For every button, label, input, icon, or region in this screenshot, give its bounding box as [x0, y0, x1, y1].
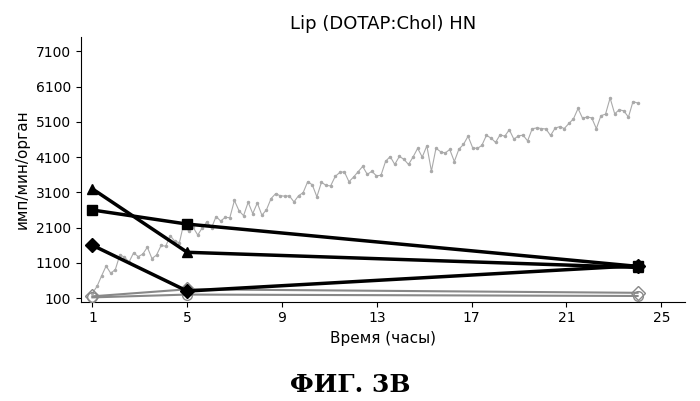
X-axis label: Время (часы): Время (часы)	[330, 331, 436, 346]
Text: ФИГ. 3В: ФИГ. 3В	[290, 373, 410, 397]
Y-axis label: имп/мин/орган: имп/мин/орган	[15, 109, 30, 229]
Title: Lip (DOTAP:Chol) HN: Lip (DOTAP:Chol) HN	[290, 15, 476, 33]
